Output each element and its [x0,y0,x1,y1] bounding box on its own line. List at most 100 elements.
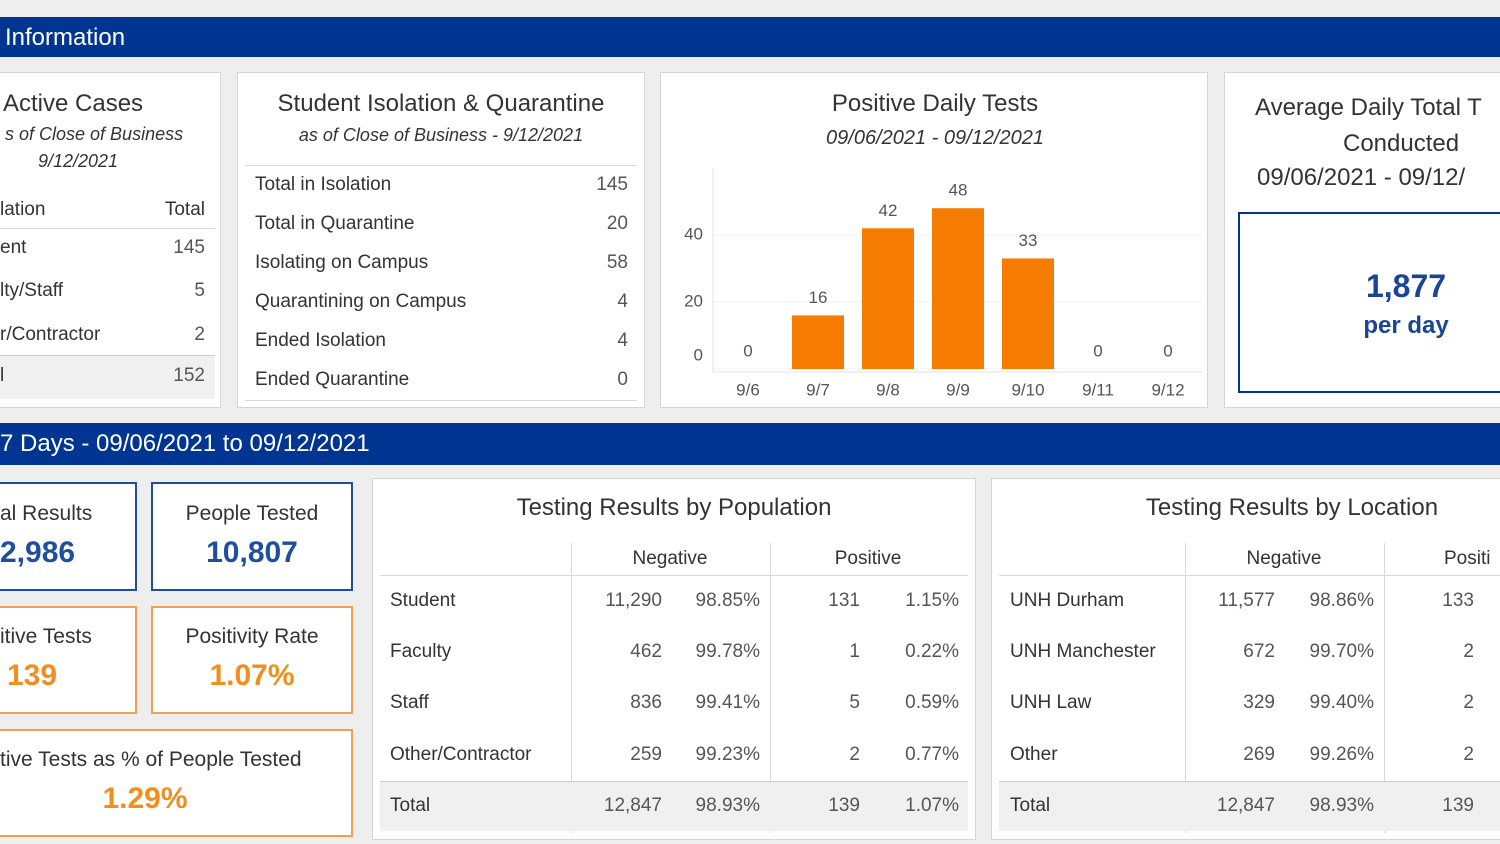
divider [1185,543,1186,833]
row-label: lty/Staff [0,280,64,302]
row-value: 269 [1243,743,1275,765]
bar [932,208,984,369]
kpi-value: 1.29% [102,781,188,815]
row-value: 4 [617,290,628,312]
panel-subtitle: 9/12/2021 [37,151,119,172]
row-value: 99.41% [695,692,760,714]
x-tick-label: 9/6 [736,380,760,399]
divider [380,575,968,576]
kpi-value: 10,807 [206,535,298,569]
panel-title: 09/06/2021 - 09/12/ [1257,164,1466,192]
row-value: 259 [630,743,662,765]
row-label: Total [1010,794,1051,816]
kpi-label: People Tested [185,502,319,526]
section-title: Information [5,24,126,52]
divider [245,165,637,166]
x-tick-label: 9/10 [1011,380,1044,399]
row-value: 99.70% [1309,640,1374,662]
divider [999,575,1500,576]
row-value: 58 [606,251,628,273]
row-label: UNH Manchester [1010,640,1156,662]
value-label: 0 [743,341,752,360]
value-label: 0 [1093,341,1102,360]
section-title: 7 Days - 09/06/2021 to 09/12/2021 [0,430,370,458]
row-label: r/Contractor [0,323,101,345]
row-value: 329 [1243,692,1275,714]
y-tick-label: 20 [684,291,703,310]
panel [372,478,976,840]
x-tick-label: 9/7 [806,380,830,399]
x-tick-label: 9/11 [1082,380,1114,399]
row-label: l [0,364,5,386]
panel-subtitle: s of Close of Business [5,124,184,145]
row-label: Student [390,589,456,611]
row-value: 11,290 [605,589,662,611]
kpi-value: 1,877 [1365,268,1447,305]
kpi-unit: per day [1363,312,1449,340]
section-bar [0,17,1500,57]
row-label: Ended Quarantine [255,368,410,390]
column-header: Total [164,198,205,220]
kpi-box [0,482,137,591]
divider [770,543,771,833]
column-header: lation [0,198,46,220]
kpi-value: 2,986 [0,535,76,569]
row-label: Quarantining on Campus [255,290,467,312]
row-label: Total [390,794,431,816]
row-value: 98.86% [1309,589,1374,611]
panel-subtitle: as of Close of Business - 9/12/2021 [298,125,584,146]
value-label: 0 [1163,341,1172,360]
row-value: 0 [617,368,628,390]
kpi-box [151,482,353,591]
row-value: 0.59% [905,692,959,714]
row-value: 98.93% [695,794,760,816]
panel-title: Conducted [1343,130,1460,158]
row-value: 145 [596,173,628,195]
row-label: Other [1010,743,1058,765]
row-value: 672 [1243,640,1275,662]
row-value: 2 [194,323,205,345]
section-bar [0,423,1500,465]
row-value: 2 [1463,640,1474,662]
row-value: 0.22% [905,640,959,662]
panel-title: Student Isolation & Quarantine [277,90,605,118]
row-value: 99.26% [1309,743,1374,765]
row-value: 98.93% [1309,794,1374,816]
x-tick-label: 9/9 [946,380,970,399]
row-value: 2 [1463,692,1474,714]
divider [1384,543,1385,833]
total-row [999,781,1500,831]
divider [0,228,215,229]
row-value: 2 [1463,743,1474,765]
row-label: Total in Quarantine [255,212,415,234]
chart-title: Positive Daily Tests [831,90,1039,118]
total-row [0,355,215,399]
bar [792,315,844,369]
kpi-label: al Results [0,502,93,526]
divider [245,400,637,401]
kpi-label: tive Tests as % of People Tested [0,748,302,772]
row-value: 98.85% [695,589,760,611]
row-value: 99.23% [695,743,760,765]
kpi-box [0,606,137,714]
panel-title: Average Daily Total T [1255,94,1482,122]
row-value: 4 [617,329,628,351]
total-row [380,781,968,831]
row-value: 836 [630,692,662,714]
bar-chart: 0 20 40 0 9/6 16 9/7 42 9/8 48 9/9 33 9/10 0 9/11 0 9/12 [684,168,1203,399]
row-value: 5 [849,692,860,714]
y-tick-label: 40 [684,224,703,243]
x-tick-label: 9/8 [876,380,900,399]
row-label: Isolating on Campus [255,251,429,273]
row-label: UNH Law [1010,692,1092,714]
kpi-label: Positivity Rate [185,625,319,649]
panel-title: Active Cases [3,90,144,118]
chart-subtitle: 09/06/2021 - 09/12/2021 [826,127,1044,149]
row-value: 99.40% [1309,692,1374,714]
table-title: Testing Results by Location [1145,494,1439,522]
table-title: Testing Results by Population [516,494,832,522]
panel [0,72,221,408]
row-value: 5 [194,280,205,302]
y-tick-label: 0 [694,345,703,364]
